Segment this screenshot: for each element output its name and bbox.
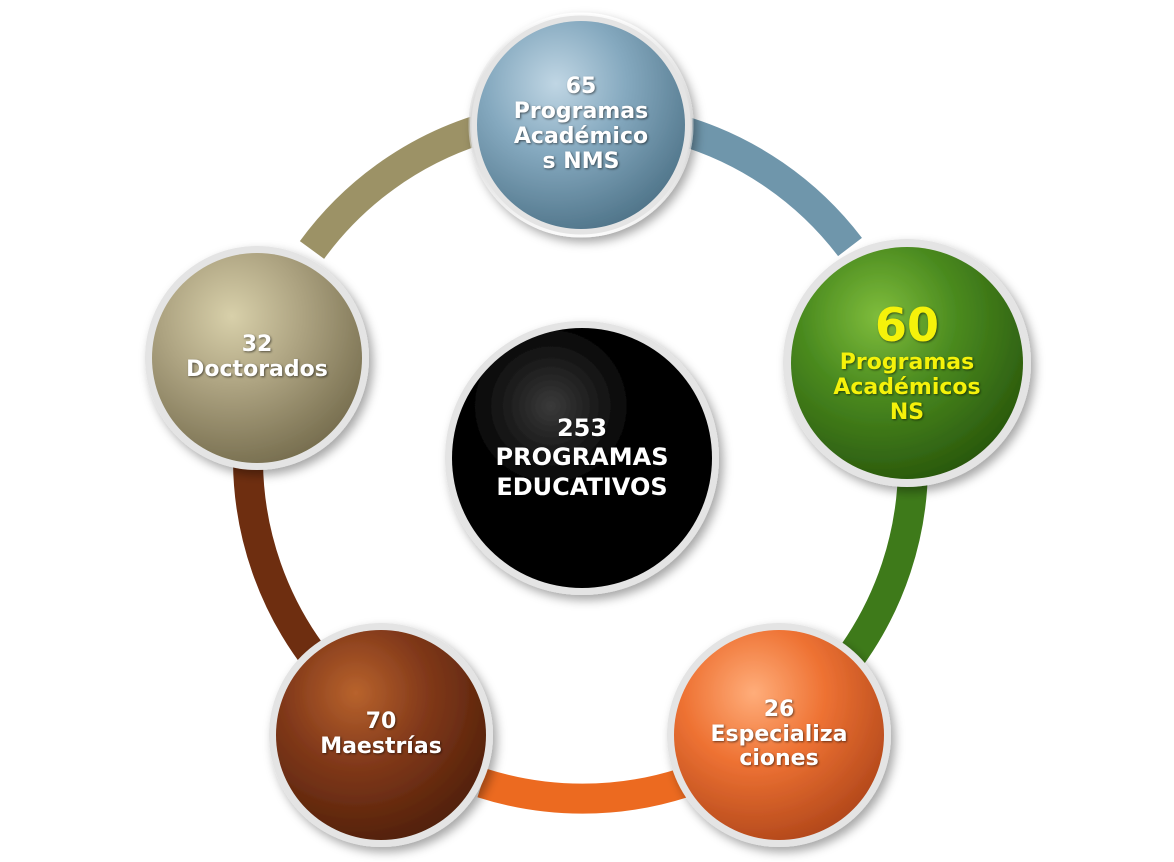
node-left (145, 246, 369, 470)
node-bottom-right (667, 623, 891, 847)
node-bottom-left (269, 623, 493, 847)
connector-right-bottom-right (837, 467, 928, 667)
connector-bottom-left-left (233, 461, 330, 672)
node-right (783, 239, 1031, 487)
connector-left-top (299, 115, 483, 259)
connector-top-right (675, 115, 862, 257)
node-center (445, 321, 719, 595)
node-top (468, 12, 694, 238)
connectors (233, 115, 928, 814)
connector-bottom-right-bottom-left (477, 768, 688, 814)
